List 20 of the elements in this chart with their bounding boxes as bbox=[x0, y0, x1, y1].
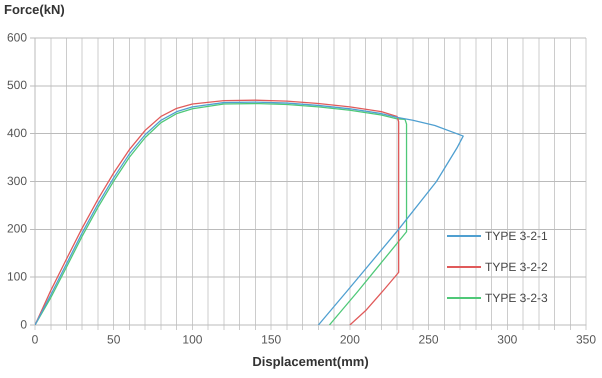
legend-label: TYPE 3-2-1 bbox=[485, 228, 548, 242]
y-tick-label: 100 bbox=[6, 269, 28, 284]
x-axis-title: Displacement(mm) bbox=[252, 354, 369, 369]
y-tick-label: 200 bbox=[6, 222, 28, 236]
x-tick-label: 150 bbox=[261, 332, 282, 347]
x-tick-label: 50 bbox=[107, 332, 121, 347]
x-tick-label: 250 bbox=[418, 332, 439, 347]
y-tick-label: 600 bbox=[6, 30, 28, 44]
x-tick-label: 0 bbox=[32, 332, 39, 347]
y-tick-label: 500 bbox=[6, 78, 28, 92]
y-tick-label: 300 bbox=[6, 174, 28, 188]
y-axis-title: Force(kN) bbox=[4, 2, 65, 17]
y-tick-label: 400 bbox=[6, 126, 28, 140]
y-tick-label: 0 bbox=[20, 317, 28, 332]
x-tick-label: 200 bbox=[340, 332, 360, 347]
x-tick-label: 350 bbox=[576, 332, 596, 347]
x-tick-label: 100 bbox=[182, 332, 203, 347]
legend-label: TYPE 3-2-3 bbox=[485, 290, 548, 304]
legend-label: TYPE 3-2-2 bbox=[485, 260, 548, 274]
x-tick-label: 300 bbox=[497, 332, 518, 347]
